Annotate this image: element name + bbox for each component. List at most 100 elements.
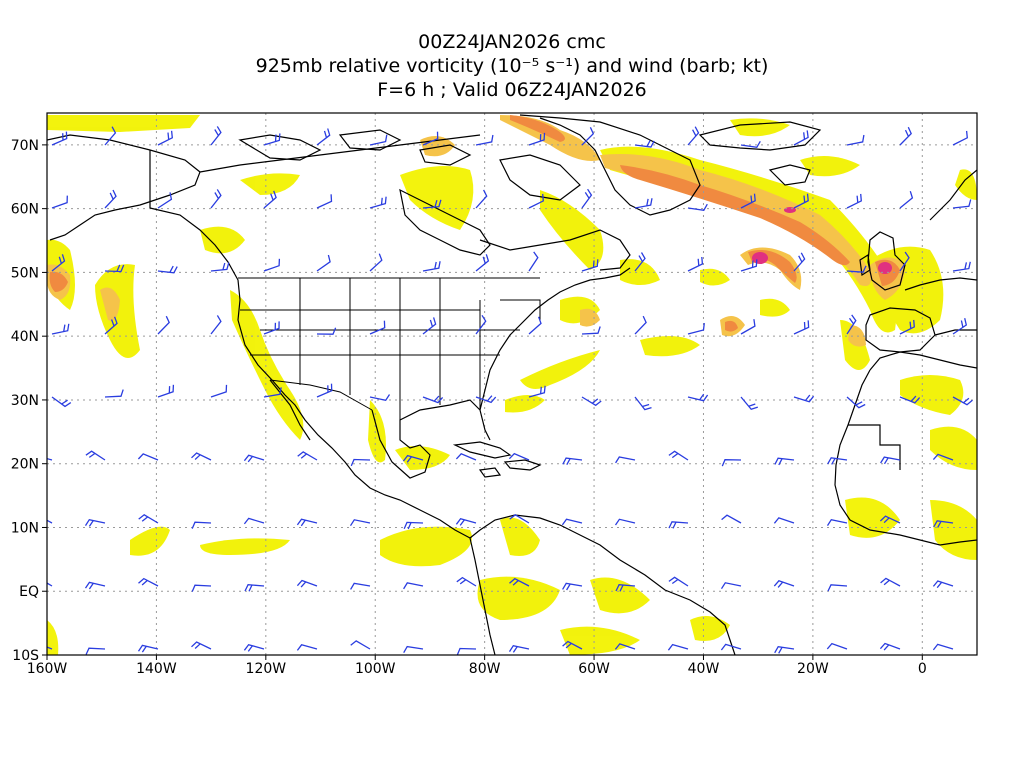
wind-barb xyxy=(634,396,652,411)
wind-barb xyxy=(826,518,848,526)
wind-barb xyxy=(84,518,106,527)
wind-barb xyxy=(846,193,862,209)
wind-barb xyxy=(475,395,497,404)
wind-barb xyxy=(899,191,914,209)
wind-barb xyxy=(879,642,901,651)
wind-barb xyxy=(210,384,228,398)
y-tick-label: 70N xyxy=(11,138,39,154)
x-tick-label: 20W xyxy=(797,661,829,677)
political-borders xyxy=(238,277,541,420)
x-tick-label: 140W xyxy=(136,661,177,677)
wind-barb xyxy=(687,393,709,402)
wind-barb xyxy=(350,458,371,467)
wind-barb xyxy=(456,647,477,655)
wind-barb xyxy=(879,515,901,524)
title-line-1: 00Z24JAN2026 cmc xyxy=(418,31,606,53)
wind-barb xyxy=(614,518,636,526)
wind-barb xyxy=(296,579,318,588)
wind-barb xyxy=(51,131,68,146)
wind-barb xyxy=(349,519,371,527)
wind-barb xyxy=(138,514,159,524)
wind-barb xyxy=(316,194,333,209)
wind-barb xyxy=(668,521,689,529)
wind-barb xyxy=(210,126,222,146)
wind-barb xyxy=(721,514,742,524)
wind-barb xyxy=(793,193,809,209)
wind-barb xyxy=(369,196,387,209)
wind-barb xyxy=(740,319,756,335)
wind-barb xyxy=(826,642,848,650)
wind-barb xyxy=(403,582,424,590)
wind-barb xyxy=(668,450,689,461)
wind-barb xyxy=(350,640,371,650)
wind-barb xyxy=(581,127,595,146)
wind-barb xyxy=(952,261,971,272)
wind-barb xyxy=(263,387,282,398)
wind-barb xyxy=(369,320,386,335)
wind-barb xyxy=(210,315,222,335)
wind-barb xyxy=(191,641,212,650)
wind-barb xyxy=(720,643,742,651)
x-tick-label: 80W xyxy=(469,661,501,677)
y-tick-label: 50N xyxy=(11,265,39,281)
y-tick-label: 20N xyxy=(11,457,39,473)
wind-barb xyxy=(687,203,708,212)
wind-barb xyxy=(403,521,424,530)
wind-barb xyxy=(581,188,593,209)
wind-barb xyxy=(740,259,758,272)
wind-barb xyxy=(475,134,494,146)
wind-barb xyxy=(191,584,212,592)
wind-barb xyxy=(562,640,583,650)
wind-barb xyxy=(157,384,175,398)
wind-barb xyxy=(263,190,277,209)
wind-barb xyxy=(667,643,689,651)
wind-barb xyxy=(157,130,173,146)
wind-barb xyxy=(528,132,546,146)
wind-barbs xyxy=(47,126,973,655)
wind-barb xyxy=(85,647,106,655)
wind-barb xyxy=(456,576,477,587)
wind-barb xyxy=(244,584,265,592)
wind-barb xyxy=(899,126,912,146)
wind-barb xyxy=(138,577,159,587)
wind-barb xyxy=(475,314,487,335)
wind-barb xyxy=(316,128,331,146)
wind-barb xyxy=(668,576,689,587)
wind-barb xyxy=(740,396,759,411)
wind-barb xyxy=(581,259,599,272)
y-tick-label: 10N xyxy=(11,520,39,536)
wind-barb xyxy=(793,320,810,335)
wind-barb xyxy=(880,456,901,465)
wind-barb xyxy=(475,254,490,272)
x-tick-label: 100W xyxy=(355,661,396,677)
wind-barb xyxy=(422,199,442,209)
x-tick-label: 0 xyxy=(918,661,927,677)
wind-barb xyxy=(422,261,441,272)
wind-barb xyxy=(297,451,318,461)
wind-barb xyxy=(243,643,265,652)
wind-barb xyxy=(455,517,477,526)
wind-barb xyxy=(793,394,815,403)
wind-barb xyxy=(137,453,159,461)
wind-barb xyxy=(634,252,646,272)
wind-barb xyxy=(773,517,795,524)
plot-frame xyxy=(46,112,978,656)
wind-barb xyxy=(773,580,795,588)
wind-barb xyxy=(721,459,742,467)
x-tick-label: 160W xyxy=(27,661,68,677)
wind-barb xyxy=(899,319,915,335)
wind-barb xyxy=(191,521,212,529)
title-line-3: F=6 h ; Valid 06Z24JAN2026 xyxy=(377,79,647,101)
wind-barb xyxy=(104,189,117,209)
wind-barb xyxy=(369,394,391,402)
y-tick-label: EQ xyxy=(19,584,39,600)
wind-barb xyxy=(634,140,655,148)
wind-barb xyxy=(263,321,280,335)
wind-barb xyxy=(774,457,795,466)
axis-ticks: 160W 140W 120W 100W 80W 60W 40W 20W 0 70N 60N 50N 40… xyxy=(11,138,927,677)
wind-barb xyxy=(562,582,583,591)
wind-barb xyxy=(369,253,383,272)
title-block: 00Z24JAN2026 cmc 925mb relative vorticit… xyxy=(0,30,1024,102)
wind-barb xyxy=(846,134,865,146)
